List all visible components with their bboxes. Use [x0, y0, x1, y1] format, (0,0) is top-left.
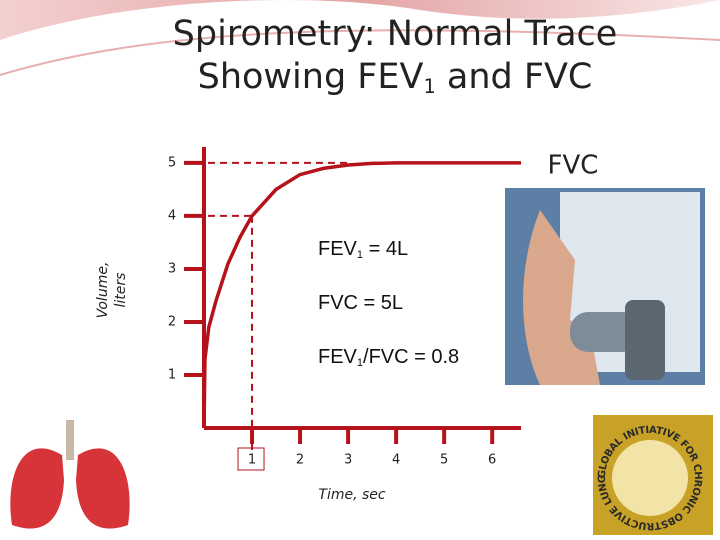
text-part: FVC = 5L	[318, 292, 403, 314]
y-tick-label: 3	[168, 261, 176, 276]
text-part: 1	[357, 249, 363, 261]
x-tick-label: 3	[344, 453, 352, 468]
x-tick-label: 6	[488, 453, 496, 468]
title: Showing FEV1 and FVC	[198, 57, 593, 97]
text-part: Showing FEV	[198, 57, 424, 97]
x-axis-label: Time, sec	[318, 487, 386, 503]
series-label: FVC	[548, 151, 599, 181]
y-tick-label: 4	[168, 208, 176, 223]
y-axis-label: Volume,	[95, 262, 111, 319]
x-tick-label: 2	[296, 453, 304, 468]
y-tick-label: 5	[168, 155, 176, 170]
decor-swoosh	[0, 0, 720, 40]
annotation: FVC = 5L	[318, 292, 403, 314]
text-part: FEV	[318, 238, 358, 260]
x-tick-label: 5	[440, 453, 448, 468]
annotation: FEV1 = 4L	[318, 238, 408, 261]
y-tick-label: 2	[168, 314, 176, 329]
x-tick-label: 1	[248, 453, 256, 468]
text-part: FEV	[318, 346, 358, 368]
lungs-illustration	[10, 420, 130, 529]
text-part: /FVC = 0.8	[363, 346, 459, 368]
text-part: 1	[357, 357, 363, 369]
decor-swoosh	[0, 29, 720, 76]
y-axis-label: liters	[113, 273, 129, 308]
line	[202, 161, 521, 429]
text-part: 1	[424, 74, 436, 97]
photo	[505, 188, 705, 385]
text-part: = 4L	[363, 238, 408, 260]
title: Spirometry: Normal Trace	[173, 14, 618, 54]
x-tick-label: 4	[392, 453, 400, 468]
text-part: and FVC	[436, 57, 593, 97]
y-tick-label: 1	[168, 367, 176, 382]
annotation: FEV1/FVC = 0.8	[318, 346, 459, 369]
